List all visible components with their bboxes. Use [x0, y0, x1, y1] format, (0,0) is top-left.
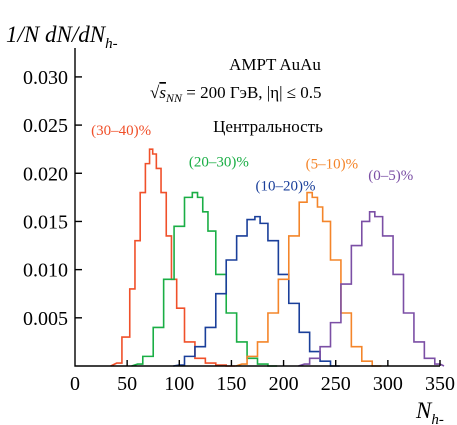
series-label: (20–30)% — [189, 155, 249, 171]
annotation-centrality: Центральность — [213, 117, 323, 136]
x-tick-label: 100 — [164, 373, 194, 395]
series-line — [298, 211, 445, 367]
x-tick-label: 350 — [425, 373, 455, 395]
y-tick-label: 0.025 — [23, 115, 68, 137]
series-line — [235, 191, 382, 367]
x-tick-label: 250 — [321, 373, 351, 395]
plot-frame — [74, 48, 440, 367]
x-tick-label: 150 — [216, 373, 246, 395]
y-tick-label: 0.010 — [23, 260, 68, 282]
y-tick-label: 0.020 — [23, 163, 68, 185]
series-line — [131, 191, 278, 367]
series-label: (10–20)% — [256, 179, 316, 195]
x-tick-label: 200 — [269, 373, 299, 395]
series-line — [173, 215, 340, 367]
x-ticks: 0 50 100 150 200 250 300 350 — [70, 360, 455, 395]
series-labels: (30–40)% (20–30)% (10–20)% (5–10)% (0–5)% — [91, 123, 413, 194]
y-tick-label: 0.030 — [23, 67, 68, 89]
x-tick-label: 50 — [117, 373, 137, 395]
x-tick-label: 0 — [70, 373, 80, 395]
x-tick-label: 300 — [373, 373, 403, 395]
annotation-collision: AMPT AuAu — [229, 55, 321, 74]
series-label: (0–5)% — [368, 168, 413, 184]
y-tick-label: 0.015 — [23, 211, 68, 233]
series-line — [110, 148, 236, 367]
x-axis-title: Nh- — [415, 398, 444, 425]
series-label: (5–10)% — [306, 157, 359, 173]
annotation-energy: √sNN = 200 ГэВ, |η| ≤ 0.5 — [150, 83, 322, 105]
y-ticks: 0.005 0.010 0.015 0.020 0.025 0.030 — [23, 67, 82, 330]
y-axis-title: 1/N dN/dNh- — [6, 22, 118, 52]
series-label: (30–40)% — [91, 123, 151, 139]
series-lines — [110, 148, 445, 367]
y-tick-label: 0.005 — [23, 308, 68, 330]
